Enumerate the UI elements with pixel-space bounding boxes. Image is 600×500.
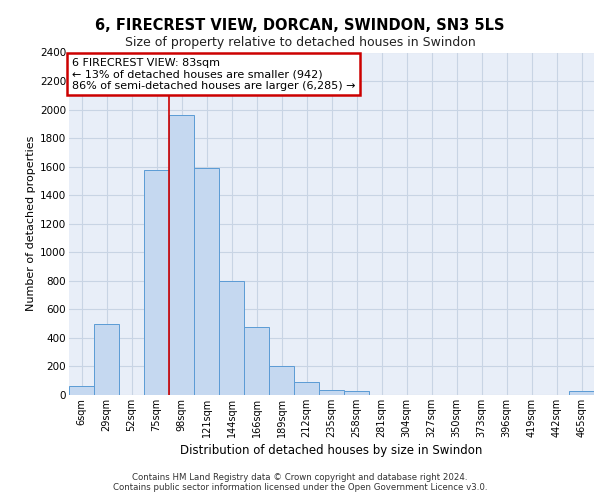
- X-axis label: Distribution of detached houses by size in Swindon: Distribution of detached houses by size …: [181, 444, 482, 457]
- Bar: [269, 366, 294, 395]
- Bar: [319, 390, 344, 395]
- Bar: [169, 116, 194, 395]
- Bar: [144, 170, 169, 395]
- Text: 6, FIRECREST VIEW, DORCAN, SWINDON, SN3 5LS: 6, FIRECREST VIEW, DORCAN, SWINDON, SN3 …: [95, 18, 505, 32]
- Bar: [194, 168, 219, 395]
- Text: Contains HM Land Registry data © Crown copyright and database right 2024.
Contai: Contains HM Land Registry data © Crown c…: [113, 473, 487, 492]
- Text: Size of property relative to detached houses in Swindon: Size of property relative to detached ho…: [125, 36, 475, 49]
- Y-axis label: Number of detached properties: Number of detached properties: [26, 136, 36, 312]
- Bar: [219, 281, 244, 395]
- Text: 6 FIRECREST VIEW: 83sqm
← 13% of detached houses are smaller (942)
86% of semi-d: 6 FIRECREST VIEW: 83sqm ← 13% of detache…: [71, 58, 355, 91]
- Bar: [569, 392, 594, 395]
- Bar: [244, 326, 269, 395]
- Bar: [344, 390, 369, 395]
- Bar: [94, 324, 119, 395]
- Bar: [294, 382, 319, 395]
- Bar: [69, 386, 94, 395]
